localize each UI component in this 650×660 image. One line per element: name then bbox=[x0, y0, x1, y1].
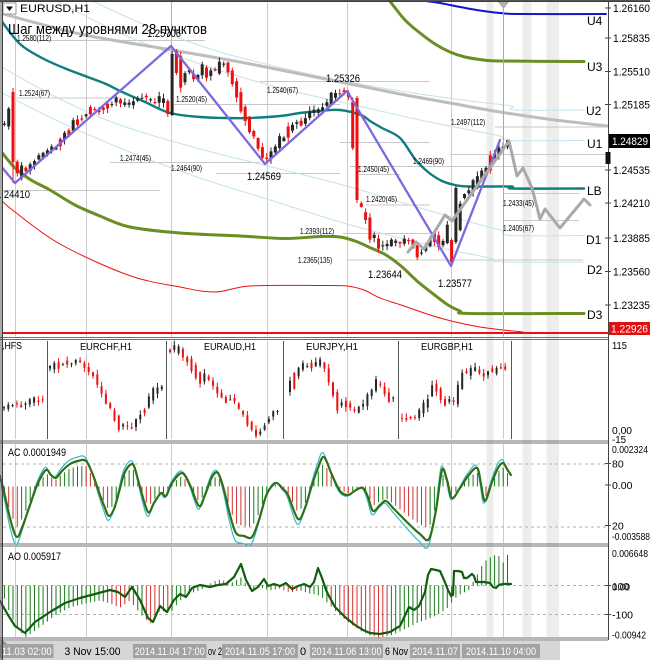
svg-text:2014.11.07: 2014.11.07 bbox=[412, 646, 458, 658]
svg-text:,HFS: ,HFS bbox=[2, 341, 22, 352]
svg-text:-100: -100 bbox=[612, 610, 633, 622]
svg-text:1.25835: 1.25835 bbox=[613, 33, 650, 45]
svg-text:U2: U2 bbox=[586, 104, 602, 118]
svg-text:3 Nov 15:00: 3 Nov 15:00 bbox=[65, 646, 121, 658]
svg-text:0,00: 0,00 bbox=[612, 426, 632, 437]
svg-text:1.2497(112): 1.2497(112) bbox=[451, 118, 485, 127]
svg-text:2014.11.04 17:00: 2014.11.04 17:00 bbox=[135, 646, 205, 658]
svg-text:1.23560: 1.23560 bbox=[613, 267, 650, 279]
svg-text:0.006648: 0.006648 bbox=[612, 548, 648, 560]
svg-text:LB: LB bbox=[587, 184, 602, 198]
svg-text:2014.11.10 04:00: 2014.11.10 04:00 bbox=[466, 646, 536, 658]
svg-text:1.2420(45): 1.2420(45) bbox=[366, 195, 397, 204]
svg-text:1.2433(45): 1.2433(45) bbox=[503, 199, 534, 208]
svg-text:1.22926: 1.22926 bbox=[611, 324, 648, 336]
svg-text:1.25510: 1.25510 bbox=[613, 67, 650, 79]
svg-text:1.24210: 1.24210 bbox=[613, 198, 650, 210]
svg-text:20: 20 bbox=[612, 521, 624, 533]
svg-text:1.23577: 1.23577 bbox=[438, 278, 472, 290]
svg-text:1.24829: 1.24829 bbox=[612, 136, 648, 148]
svg-text:EURCHF,H1: EURCHF,H1 bbox=[80, 342, 132, 353]
svg-text:-0.00942: -0.00942 bbox=[612, 630, 646, 642]
svg-text:D1: D1 bbox=[586, 233, 602, 247]
svg-text:AO 0.005917: AO 0.005917 bbox=[8, 551, 61, 563]
svg-text:0.002324: 0.002324 bbox=[612, 444, 648, 456]
svg-text:115: 115 bbox=[612, 341, 627, 352]
svg-text:Шаг между уровнями 28 пунктов: Шаг между уровнями 28 пунктов bbox=[8, 21, 207, 38]
svg-text:U3: U3 bbox=[587, 60, 603, 74]
svg-text:EURAUD,H1: EURAUD,H1 bbox=[204, 342, 256, 353]
svg-text:1.2524(67): 1.2524(67) bbox=[19, 89, 50, 98]
svg-text:ov 2: ov 2 bbox=[208, 646, 222, 658]
svg-text:1.23235: 1.23235 bbox=[613, 300, 650, 312]
svg-text:1.24569: 1.24569 bbox=[247, 171, 281, 183]
svg-text:1.2393(112): 1.2393(112) bbox=[300, 227, 334, 236]
svg-text:U4: U4 bbox=[587, 14, 603, 28]
svg-text:2014.11.05 17:00: 2014.11.05 17:00 bbox=[225, 646, 295, 658]
svg-text:1.2464(90): 1.2464(90) bbox=[171, 164, 202, 173]
svg-text:EURJPY,H1: EURJPY,H1 bbox=[306, 342, 358, 353]
svg-text:1.23885: 1.23885 bbox=[613, 233, 650, 245]
svg-text:100: 100 bbox=[612, 581, 629, 593]
svg-text:1.24410: 1.24410 bbox=[0, 189, 30, 201]
svg-text:AC 0.0001949: AC 0.0001949 bbox=[8, 447, 66, 459]
svg-text:U1: U1 bbox=[587, 137, 603, 151]
svg-text:80: 80 bbox=[612, 459, 624, 471]
svg-text:1.2520(45): 1.2520(45) bbox=[176, 95, 207, 104]
svg-text:1.2405(67): 1.2405(67) bbox=[503, 224, 534, 233]
svg-text:2014.11.06 13:00: 2014.11.06 13:00 bbox=[312, 646, 382, 658]
svg-text:6 Nov: 6 Nov bbox=[385, 646, 408, 658]
svg-text:1.25326: 1.25326 bbox=[326, 73, 360, 85]
svg-text:-0.003588: -0.003588 bbox=[612, 531, 650, 543]
svg-text:11.03 02:00: 11.03 02:00 bbox=[2, 646, 52, 658]
svg-text:1.2540(67): 1.2540(67) bbox=[267, 86, 298, 95]
svg-text:0: 0 bbox=[300, 646, 306, 658]
svg-text:1.2365(135): 1.2365(135) bbox=[298, 256, 332, 265]
svg-text:1.2450(45): 1.2450(45) bbox=[358, 165, 389, 174]
svg-text:-15: -15 bbox=[612, 435, 626, 446]
svg-text:1.25706: 1.25706 bbox=[147, 28, 181, 40]
svg-text:EURGBP,H1: EURGBP,H1 bbox=[421, 342, 473, 353]
svg-text:1.23644: 1.23644 bbox=[368, 269, 402, 281]
svg-text:0.00: 0.00 bbox=[612, 582, 630, 594]
svg-text:1.26160: 1.26160 bbox=[613, 3, 650, 15]
svg-text:D3: D3 bbox=[587, 308, 603, 322]
svg-text:EURUSD,H1: EURUSD,H1 bbox=[20, 3, 90, 15]
svg-text:1.2580(112): 1.2580(112) bbox=[17, 34, 51, 43]
svg-text:1.2469(90): 1.2469(90) bbox=[413, 157, 444, 166]
svg-text:1.25185: 1.25185 bbox=[613, 100, 650, 112]
svg-text:0.00: 0.00 bbox=[612, 480, 633, 492]
svg-text:D2: D2 bbox=[587, 263, 603, 277]
svg-text:1.2474(45): 1.2474(45) bbox=[120, 154, 151, 163]
svg-text:1.24535: 1.24535 bbox=[613, 165, 650, 177]
